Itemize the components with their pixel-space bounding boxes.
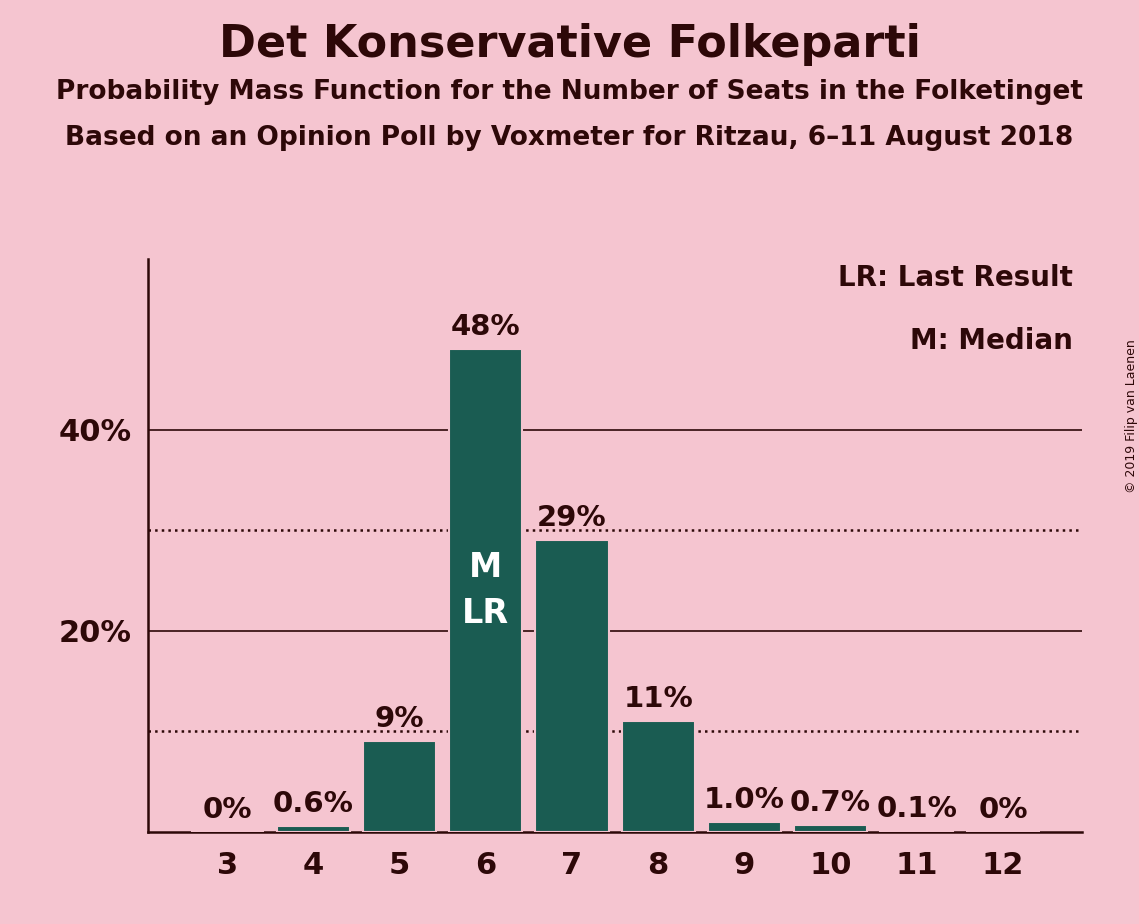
Bar [622,721,695,832]
Text: 0.7%: 0.7% [790,788,871,817]
Text: 0%: 0% [978,796,1027,823]
Text: M: Median: M: Median [910,327,1073,356]
Text: Det Konservative Folkeparti: Det Konservative Folkeparti [219,23,920,67]
Bar [277,825,350,832]
Bar [449,349,523,832]
Text: 29%: 29% [538,505,607,532]
Text: 11%: 11% [623,685,693,713]
Bar [363,741,436,832]
Text: 48%: 48% [451,313,521,341]
Text: M
LR: M LR [462,551,509,630]
Bar [535,541,608,832]
Text: 0.1%: 0.1% [876,795,957,822]
Bar [794,824,867,832]
Text: 9%: 9% [375,705,425,733]
Text: LR: Last Result: LR: Last Result [838,264,1073,293]
Text: Probability Mass Function for the Number of Seats in the Folketinget: Probability Mass Function for the Number… [56,79,1083,104]
Bar [880,831,953,832]
Text: 1.0%: 1.0% [704,785,785,813]
Bar [707,821,781,832]
Text: 0.6%: 0.6% [273,789,354,818]
Text: 0%: 0% [203,796,252,823]
Text: Based on an Opinion Poll by Voxmeter for Ritzau, 6–11 August 2018: Based on an Opinion Poll by Voxmeter for… [65,125,1074,151]
Text: © 2019 Filip van Laenen: © 2019 Filip van Laenen [1124,339,1138,492]
